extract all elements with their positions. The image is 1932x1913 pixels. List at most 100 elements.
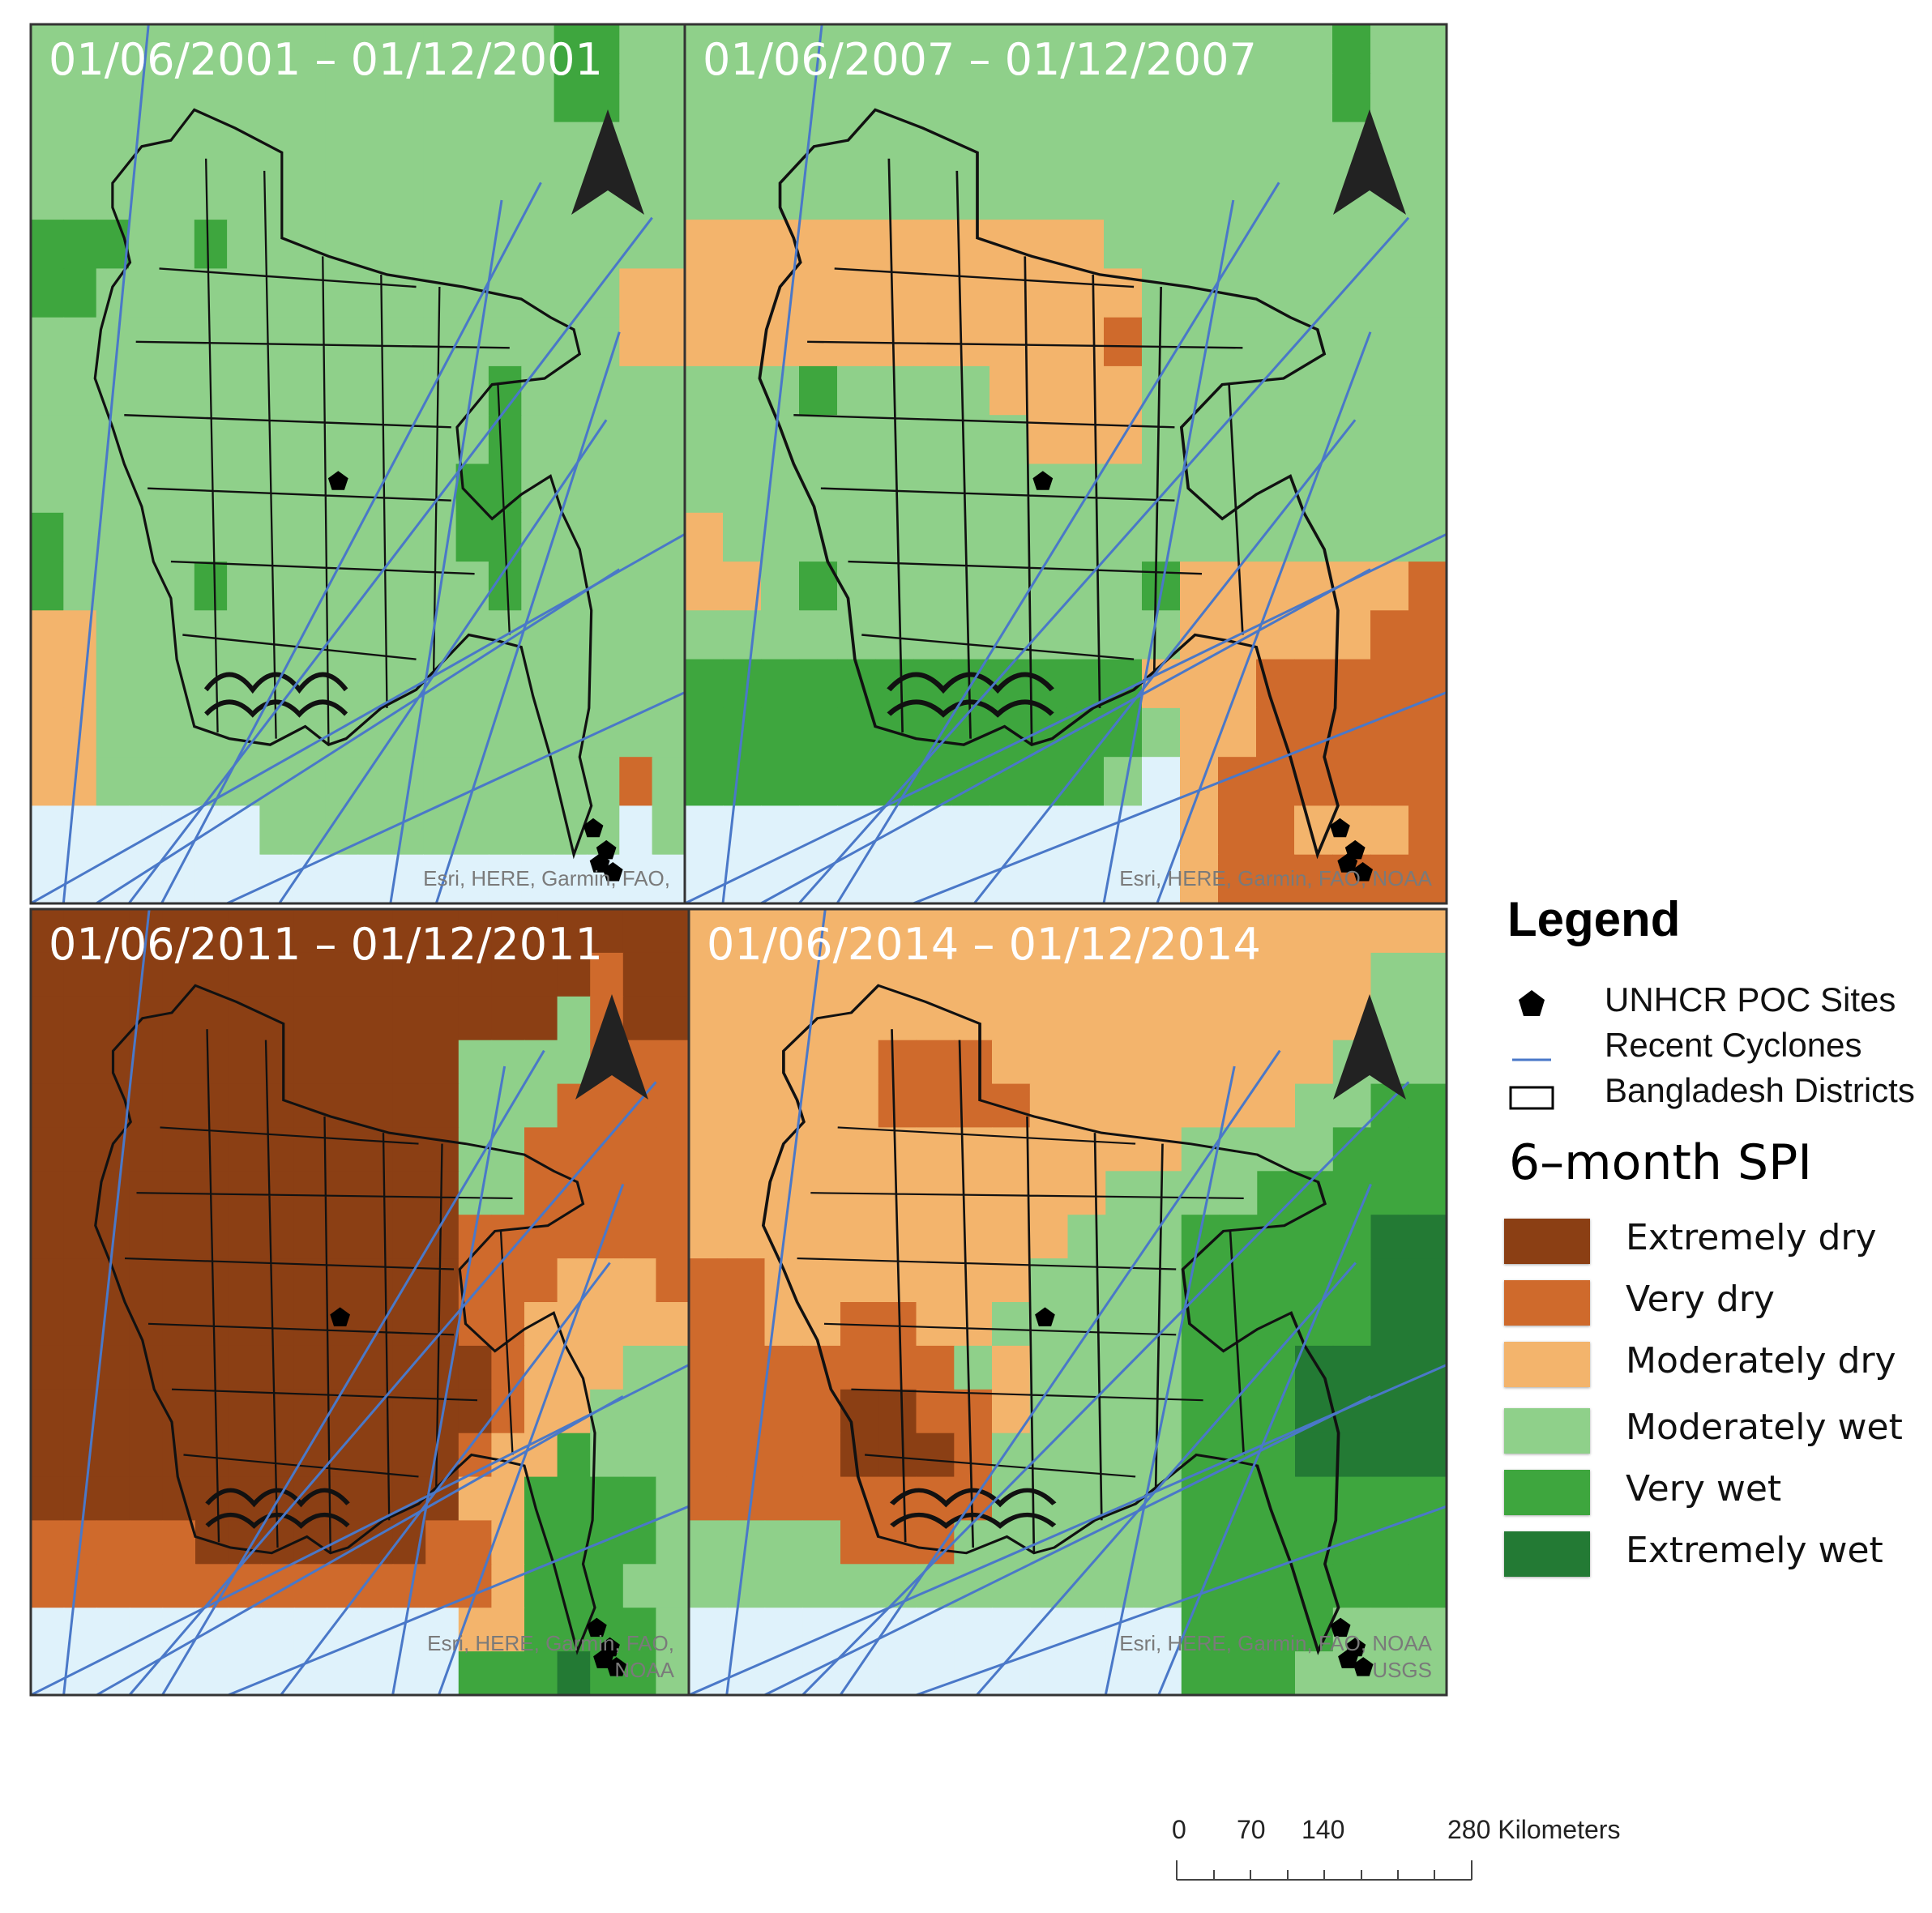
- raster-cell: [1219, 1040, 1258, 1085]
- raster-cell: [1142, 24, 1181, 75]
- raster-cell: [1218, 170, 1257, 220]
- raster-cell: [195, 1127, 229, 1172]
- raster-cell: [488, 24, 522, 75]
- raster-cell: [764, 1345, 803, 1390]
- raster-cell: [1180, 220, 1219, 270]
- raster-cell: [619, 220, 653, 270]
- raster-cell: [837, 512, 876, 562]
- raster-cell: [1408, 122, 1447, 172]
- raster-cell: [761, 757, 800, 807]
- raster-cell: [685, 122, 724, 172]
- raster-cell: [1256, 73, 1295, 123]
- raster-cell: [1181, 1608, 1220, 1652]
- raster-cell: [458, 1389, 493, 1434]
- raster-cell: [1257, 1083, 1296, 1129]
- raster-cell: [802, 952, 841, 997]
- raster-cell: [129, 1476, 164, 1522]
- raster-cell: [1029, 1651, 1069, 1695]
- raster-cell: [1256, 220, 1295, 270]
- raster-cell: [685, 268, 724, 318]
- raster-cell: [96, 24, 130, 75]
- raster-cell: [990, 512, 1028, 562]
- legend-class-extremely-wet: Extremely wet: [1491, 1527, 1929, 1583]
- raster-cell: [357, 24, 391, 75]
- raster-cell: [524, 1608, 558, 1652]
- poc-site-marker: [583, 818, 604, 838]
- raster-cell: [913, 562, 952, 612]
- raster-cell: [63, 268, 97, 318]
- raster-cell: [840, 1040, 879, 1085]
- raster-cell: [837, 562, 876, 612]
- raster-cell: [652, 854, 685, 903]
- raster-cell: [1332, 757, 1371, 807]
- raster-cell: [292, 562, 326, 612]
- raster-cell: [1219, 952, 1258, 997]
- raster-cell: [656, 1564, 689, 1608]
- raster-cell: [1066, 24, 1105, 75]
- raster-cell: [590, 1564, 624, 1608]
- raster-cell: [761, 122, 800, 172]
- raster-cell: [455, 122, 489, 172]
- raster-cell: [1370, 1476, 1409, 1522]
- raster-cell: [990, 122, 1028, 172]
- raster-cell: [327, 1651, 361, 1695]
- raster-cell: [31, 1476, 65, 1522]
- raster-cell: [916, 1083, 955, 1129]
- raster-cell: [1028, 170, 1066, 220]
- raster-cell: [293, 1127, 328, 1172]
- raster-cell: [1142, 805, 1181, 856]
- raster-cell: [1105, 1215, 1144, 1259]
- raster-cell: [425, 1608, 459, 1652]
- raster-cell: [1143, 1651, 1182, 1695]
- raster-cell: [293, 1520, 328, 1565]
- raster-cell: [455, 220, 489, 270]
- raster-cell: [916, 1215, 955, 1259]
- raster-cell: [799, 415, 838, 465]
- raster-cell: [802, 1608, 841, 1652]
- poc-site-marker: [1353, 1657, 1374, 1676]
- raster-cell: [96, 996, 130, 1041]
- raster-cell: [1028, 365, 1066, 416]
- raster-cell: [31, 1215, 65, 1259]
- raster-cell: [652, 73, 685, 123]
- raster-cell: [689, 1520, 728, 1565]
- raster-cell: [689, 952, 728, 997]
- raster-cell: [1218, 757, 1257, 807]
- raster-cell: [228, 952, 262, 997]
- raster-cell: [913, 317, 952, 367]
- raster-cell: [195, 1389, 229, 1434]
- poc-site-marker: [330, 1307, 350, 1326]
- cyclone-track: [839, 1049, 1281, 1695]
- raster-cell: [622, 1302, 657, 1347]
- raster-cell: [554, 610, 588, 660]
- raster-cell: [685, 659, 724, 709]
- raster-cell: [31, 854, 65, 903]
- raster-cell: [390, 562, 424, 612]
- raster-cell: [1332, 952, 1372, 997]
- raster-cell: [764, 1608, 803, 1652]
- raster-cell: [423, 24, 457, 75]
- raster-cell: [162, 1389, 196, 1434]
- raster-cell: [292, 24, 326, 75]
- raster-cell: [652, 757, 685, 807]
- raster-cell: [951, 610, 990, 660]
- panel-date-range: 01/06/2007 – 01/12/2007: [703, 34, 1257, 85]
- raster-cell: [840, 1520, 879, 1565]
- raster-cell: [913, 365, 952, 416]
- raster-cell: [293, 996, 328, 1041]
- raster-cell: [455, 170, 489, 220]
- raster-cell: [726, 1215, 766, 1259]
- map-panel-2011: 01/06/2011 – 01/12/2011 Esri, HERE, Garmi…: [29, 907, 690, 1697]
- raster-cell: [990, 854, 1028, 903]
- raster-cell: [1067, 909, 1106, 954]
- raster-cell: [425, 1040, 459, 1085]
- raster-cell: [458, 1520, 493, 1565]
- raster-cell: [129, 805, 163, 856]
- raster-cell: [802, 1520, 841, 1565]
- raster-cell: [390, 220, 424, 270]
- raster-cell: [656, 1520, 689, 1565]
- panel-date-range: 01/06/2011 – 01/12/2011: [49, 919, 603, 970]
- raster-cell: [63, 854, 97, 903]
- raster-cell: [423, 463, 457, 514]
- raster-cell: [491, 952, 525, 997]
